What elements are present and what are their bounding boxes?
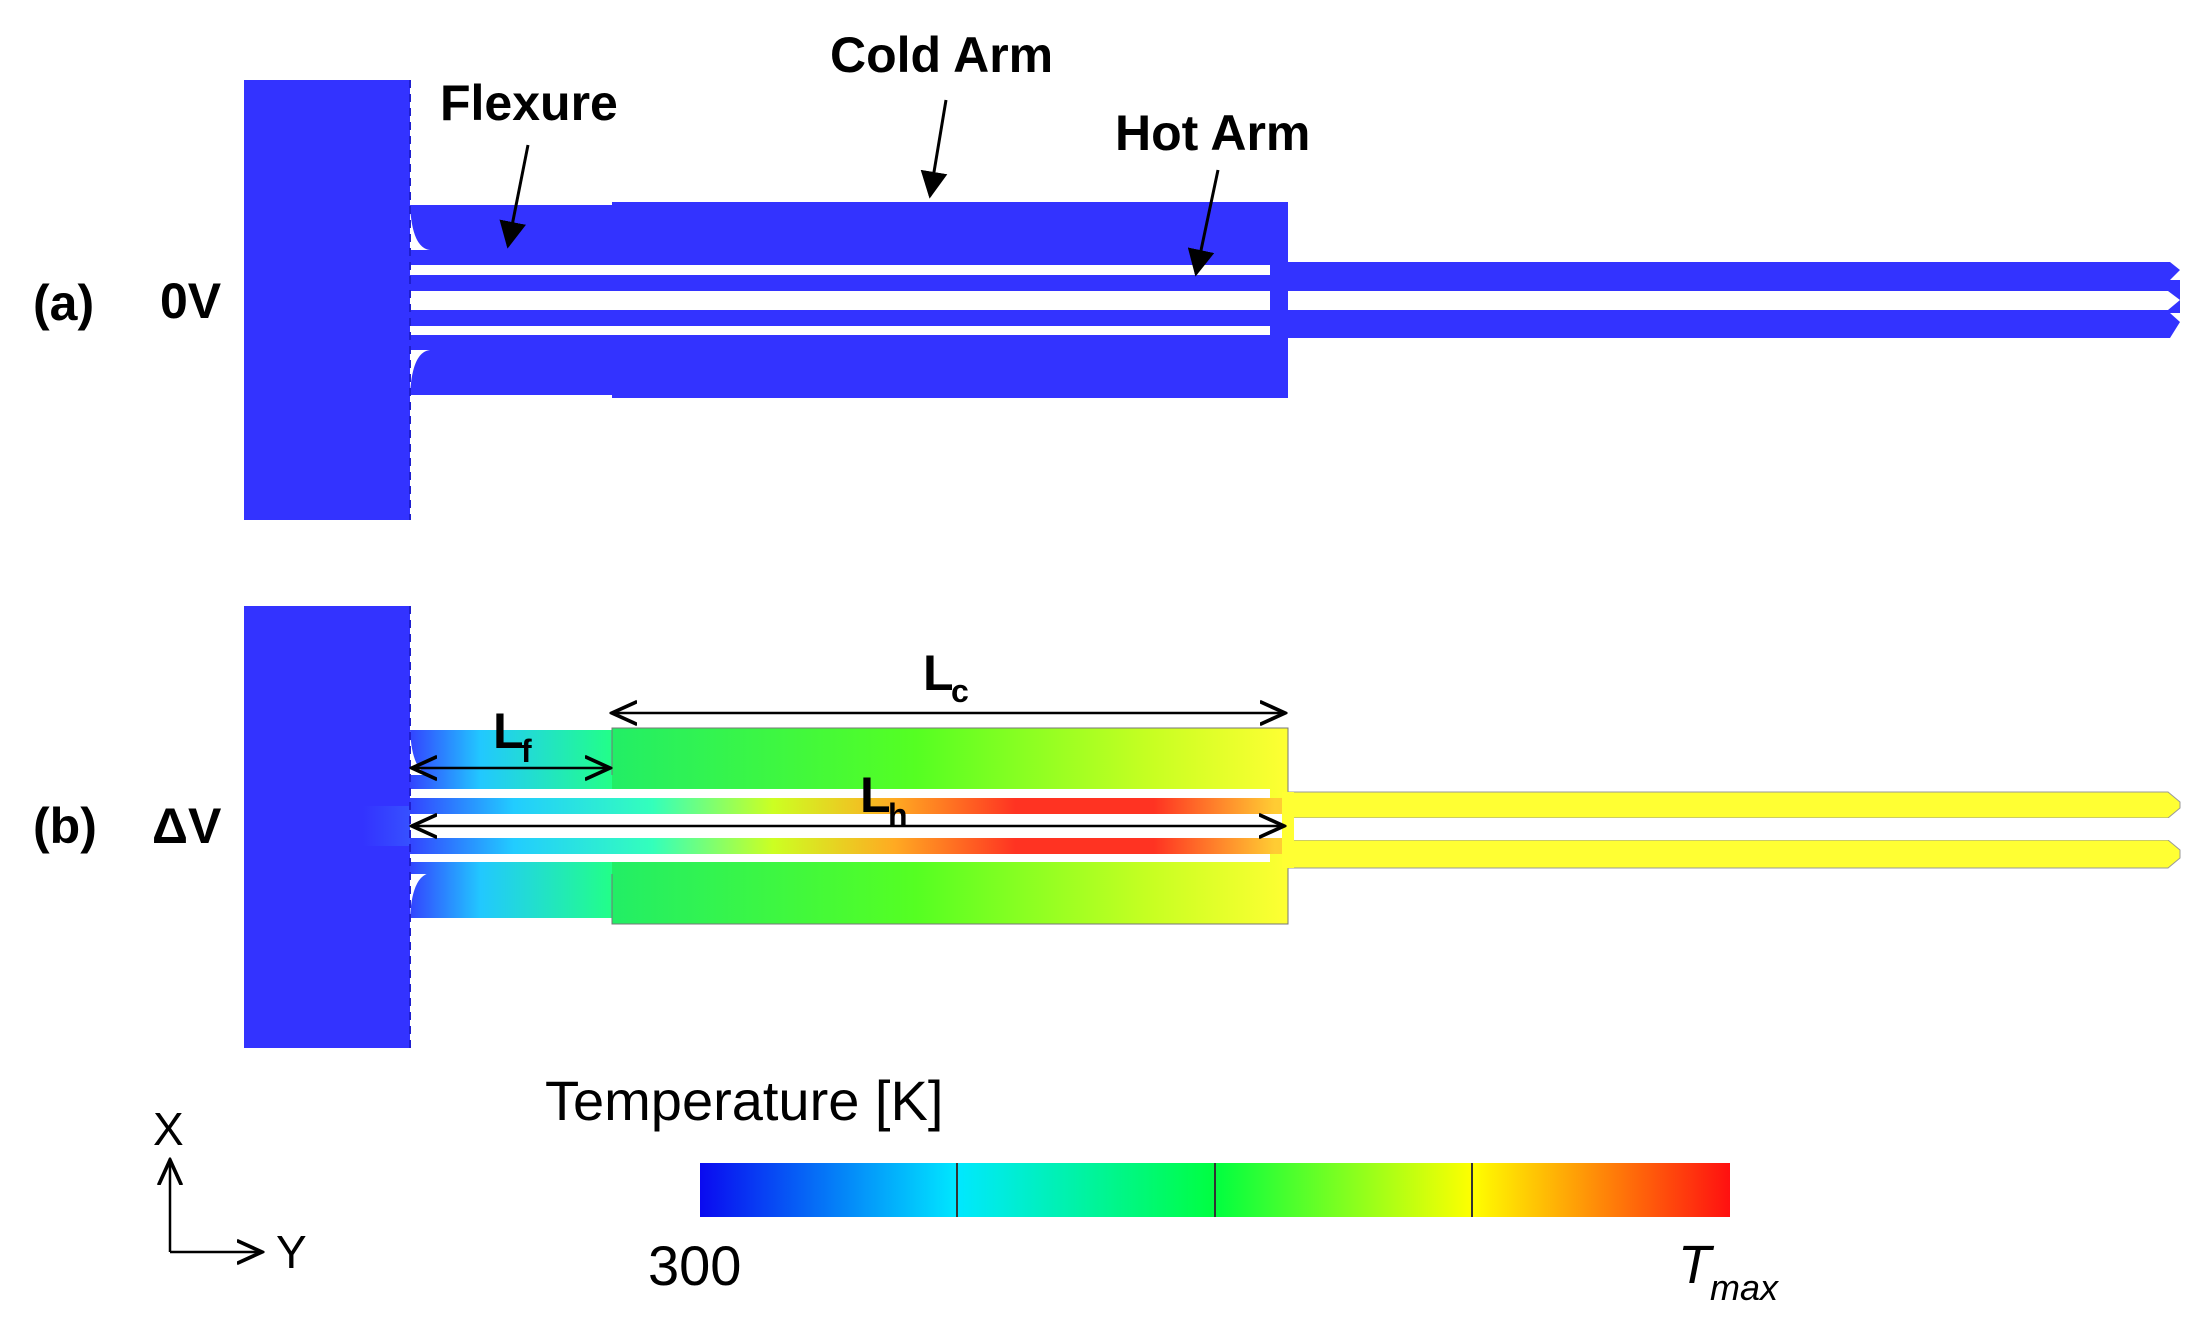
beam-a bbox=[1270, 262, 2180, 280]
dim-lf-sub: f bbox=[521, 733, 532, 769]
beam-a-tip bbox=[2168, 291, 2180, 310]
slot-upper-a bbox=[410, 265, 1270, 275]
hot-arm-upper-a bbox=[410, 275, 1270, 291]
connector-lower-b bbox=[410, 862, 1282, 874]
dim-lh-sub: h bbox=[888, 797, 908, 833]
connector-upper-b bbox=[410, 775, 1282, 789]
anchor-center-b bbox=[244, 806, 410, 846]
beam-b-root bbox=[1282, 792, 1294, 868]
colorbar: Temperature [K] 300 T max bbox=[545, 1069, 1780, 1308]
flexure-lower-a bbox=[410, 350, 612, 395]
colorbar-max-label: T bbox=[1678, 1235, 1715, 1295]
axis-triad: X Y bbox=[153, 1103, 307, 1278]
hot-arm-upper-b bbox=[410, 798, 1282, 814]
anchor-block-a bbox=[244, 80, 410, 520]
panel-b-tag: (b) bbox=[33, 798, 97, 854]
label-hot-arm: Hot Arm bbox=[1115, 105, 1310, 161]
dim-lf-main: L bbox=[493, 703, 524, 759]
panel-b-voltage: ΔV bbox=[152, 798, 222, 854]
dim-lh-main: L bbox=[860, 767, 891, 823]
flexure-lower-b bbox=[410, 873, 612, 918]
flexure-mid-lower-a bbox=[410, 335, 1270, 350]
colorbar-title: Temperature [K] bbox=[545, 1069, 943, 1132]
dim-lc-main: L bbox=[923, 645, 954, 701]
arrow-cold-arm bbox=[920, 99, 948, 199]
label-cold-arm: Cold Arm bbox=[830, 27, 1053, 83]
panel-a-voltage: 0V bbox=[160, 273, 222, 329]
colorbar-min-label: 300 bbox=[648, 1234, 741, 1297]
hot-arm-lower-b bbox=[410, 838, 1282, 854]
hot-arm-lower-a bbox=[410, 310, 1270, 326]
dim-lc-sub: c bbox=[951, 673, 969, 709]
slot-lower-a bbox=[410, 326, 1270, 335]
y-axis-label: Y bbox=[276, 1226, 307, 1278]
connector-lower-left-b bbox=[410, 862, 612, 874]
beam-a-slot bbox=[1288, 291, 2168, 310]
beam-b-lower bbox=[1287, 839, 2181, 869]
panel-a-tag: (a) bbox=[33, 275, 94, 331]
panel-a: (a) 0V Flexure Cold Arm Hot Arm bbox=[33, 27, 2180, 520]
x-axis-label: X bbox=[153, 1103, 184, 1155]
slot-center-a bbox=[425, 291, 1288, 310]
arrow-flexure bbox=[499, 144, 530, 249]
slot-upper-b bbox=[410, 789, 1270, 798]
arrow-hot-arm bbox=[1187, 169, 1220, 277]
flexure-mid-upper-a bbox=[410, 250, 1270, 265]
beam-b-slot bbox=[1294, 818, 2174, 840]
beam-a-lower bbox=[1270, 313, 2180, 338]
colorbar-max-sub: max bbox=[1710, 1267, 1780, 1308]
slot-lower-b bbox=[410, 854, 1270, 862]
panel-b: (b) ΔV L c L f L bbox=[33, 606, 2181, 1048]
label-flexure: Flexure bbox=[440, 75, 618, 131]
beam-b bbox=[1287, 791, 2181, 819]
connector-upper-left-b bbox=[410, 775, 612, 789]
